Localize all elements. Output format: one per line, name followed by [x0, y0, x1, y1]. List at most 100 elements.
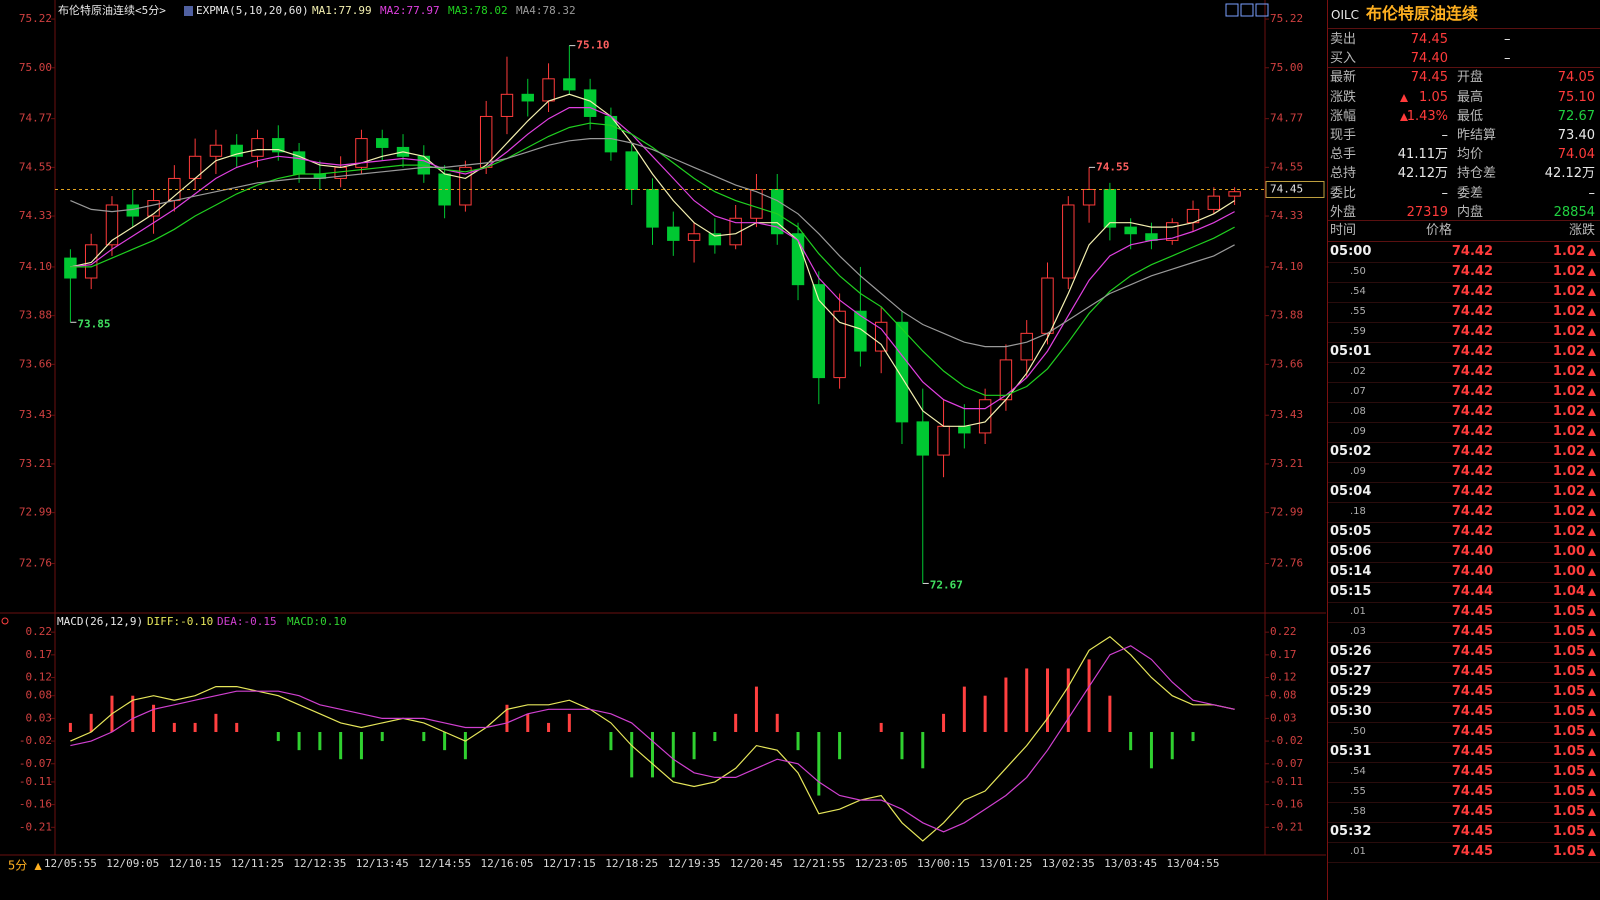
quote-value: 74.04	[1557, 147, 1595, 163]
instrument-name: 布伦特原油连续	[1366, 4, 1479, 23]
quote-label: 最新	[1330, 70, 1357, 86]
quote-value: 74.05	[1557, 70, 1595, 86]
tick-change: 1.00	[1552, 544, 1585, 559]
x-tick-label: 12/12:35	[293, 857, 346, 870]
tick-price: 74.42	[1451, 524, 1493, 539]
row-line	[1328, 802, 1600, 803]
x-tick-label: 12/16:05	[480, 857, 533, 870]
up-arrow	[1400, 112, 1408, 121]
candle-body	[729, 217, 742, 246]
tick-time: 05:00	[1330, 244, 1372, 259]
legend-entry: MACD:0.10	[287, 615, 347, 628]
up-arrow	[1588, 788, 1596, 796]
candle-body	[1207, 195, 1221, 210]
candle-body	[958, 425, 971, 434]
up-arrow	[1588, 308, 1596, 316]
row-line	[1328, 262, 1600, 263]
y-tick-label: -0.02	[19, 734, 52, 747]
tick-time: 05:15	[1330, 584, 1372, 599]
row-line	[1328, 482, 1600, 483]
candle-body	[500, 93, 514, 117]
tick-price: 74.45	[1451, 724, 1493, 739]
tick-time: .55	[1350, 306, 1366, 317]
y-tick-label: 72.99	[19, 506, 52, 519]
period-label[interactable]: 5分 ▲	[8, 859, 42, 873]
tick-price: 74.45	[1451, 684, 1493, 699]
y-tick-label: 73.21	[19, 457, 52, 470]
y-tick-label: 74.10	[19, 260, 52, 273]
up-arrow	[1588, 368, 1596, 376]
tick-price: 74.45	[1451, 844, 1493, 859]
y-tick-label-right: 0.12	[1270, 671, 1297, 684]
toolbar-icon[interactable]	[1255, 3, 1269, 17]
y-tick-label: 0.17	[26, 648, 53, 661]
row-line	[1328, 702, 1600, 703]
tick-price: 74.42	[1451, 324, 1493, 339]
y-tick-label: 0.08	[26, 689, 53, 702]
x-tick-label: 12/18:25	[605, 857, 658, 870]
row-line	[1328, 402, 1600, 403]
quote-value: –	[1588, 185, 1596, 201]
quote-label: 总持	[1330, 166, 1357, 182]
tick-change: 1.05	[1552, 784, 1585, 799]
divider	[1328, 241, 1600, 242]
up-arrow	[1588, 508, 1596, 516]
candle-body	[251, 138, 264, 157]
candle-body	[1082, 188, 1096, 206]
y-tick-label-right: 74.33	[1270, 209, 1303, 222]
tick-price: 74.45	[1451, 764, 1493, 779]
tick-change: 1.05	[1552, 844, 1585, 859]
tick-time: .01	[1350, 846, 1366, 857]
tick-time: 05:30	[1330, 704, 1372, 719]
candle-body	[84, 244, 98, 279]
up-arrow	[1588, 748, 1596, 756]
candle-body	[1124, 226, 1137, 235]
quote-label: 卖出	[1330, 32, 1357, 47]
row-line	[1328, 782, 1600, 783]
last-price-label: 74.45	[1270, 182, 1303, 195]
quote-value: 1.05	[1419, 89, 1448, 105]
candle-body	[521, 93, 534, 102]
row-line	[1328, 382, 1600, 383]
candle-body	[479, 115, 493, 168]
toolbar-icon[interactable]	[1240, 3, 1254, 17]
row-line	[1328, 682, 1600, 683]
up-arrow	[1588, 848, 1596, 856]
quote-label: 总手	[1330, 147, 1357, 163]
row-line	[1328, 722, 1600, 723]
tick-change: 1.05	[1552, 744, 1585, 759]
x-tick-label: 13/02:35	[1042, 857, 1095, 870]
tick-time: 05:14	[1330, 564, 1372, 579]
tick-price: 74.42	[1451, 504, 1493, 519]
y-tick-label-right: -0.11	[1270, 775, 1303, 788]
toolbar-icon[interactable]	[1225, 3, 1239, 17]
tick-price: 74.42	[1451, 304, 1493, 319]
up-arrow	[1588, 548, 1596, 556]
indicator-name: MACD(26,12,9)	[57, 615, 143, 628]
candle-body	[126, 204, 139, 217]
quote-label: 现手	[1330, 128, 1357, 143]
tick-price: 74.42	[1451, 464, 1493, 479]
y-tick-label-right: 74.55	[1270, 160, 1303, 173]
tick-price: 74.42	[1451, 484, 1493, 499]
candle-body	[812, 284, 826, 379]
tick-time: .09	[1350, 466, 1366, 477]
tick-change: 1.05	[1552, 644, 1585, 659]
x-tick-label: 12/19:35	[668, 857, 721, 870]
quote-value: 27319	[1406, 204, 1448, 220]
y-tick-label-right: 0.22	[1270, 625, 1297, 638]
candle-body	[937, 425, 950, 456]
tick-time: 05:32	[1330, 824, 1372, 839]
quote-label: 涨幅	[1330, 108, 1357, 124]
candle-body	[791, 233, 805, 286]
y-tick-label: 74.33	[19, 209, 52, 222]
candle-body	[272, 138, 285, 153]
row-line	[1328, 282, 1600, 283]
last-price-box	[1265, 180, 1325, 198]
tick-price: 74.44	[1451, 584, 1493, 599]
background	[0, 0, 1326, 900]
candle-body	[230, 144, 243, 157]
y-tick-label-right: 73.66	[1270, 357, 1303, 370]
quote-value: 28854	[1553, 204, 1595, 220]
y-tick-label: -0.16	[19, 798, 52, 811]
